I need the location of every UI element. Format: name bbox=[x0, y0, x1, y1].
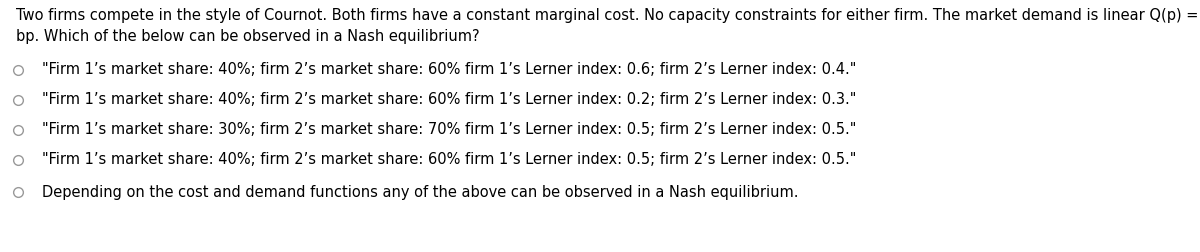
Text: "Firm 1’s market share: 30%; firm 2’s market share: 70% firm 1’s Lerner index: 0: "Firm 1’s market share: 30%; firm 2’s ma… bbox=[42, 122, 857, 138]
Point bbox=[8, 98, 28, 102]
Point bbox=[8, 190, 28, 194]
Point bbox=[8, 128, 28, 132]
Text: Two firms compete in the style of Cournot. Both firms have a constant marginal c: Two firms compete in the style of Courno… bbox=[16, 8, 1200, 44]
Text: "Firm 1’s market share: 40%; firm 2’s market share: 60% firm 1’s Lerner index: 0: "Firm 1’s market share: 40%; firm 2’s ma… bbox=[42, 92, 857, 108]
Text: "Firm 1’s market share: 40%; firm 2’s market share: 60% firm 1’s Lerner index: 0: "Firm 1’s market share: 40%; firm 2’s ma… bbox=[42, 152, 857, 168]
Point bbox=[8, 68, 28, 72]
Point bbox=[8, 158, 28, 162]
Text: Depending on the cost and demand functions any of the above can be observed in a: Depending on the cost and demand functio… bbox=[42, 184, 798, 200]
Text: "Firm 1’s market share: 40%; firm 2’s market share: 60% firm 1’s Lerner index: 0: "Firm 1’s market share: 40%; firm 2’s ma… bbox=[42, 62, 857, 78]
